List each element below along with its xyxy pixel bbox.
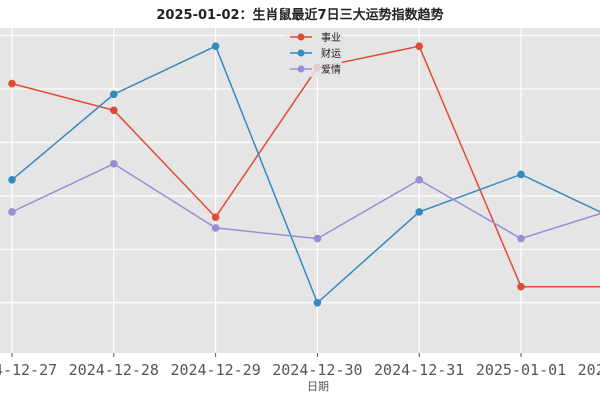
data-point — [313, 298, 322, 307]
plot-area — [0, 28, 600, 353]
data-point — [8, 208, 16, 216]
legend-label: 财运 — [321, 47, 341, 60]
x-axis-label: 日期 — [307, 380, 329, 393]
data-point — [517, 282, 525, 291]
x-tick-label: 2024-12-27 — [0, 361, 57, 379]
legend-label: 事业 — [321, 31, 341, 44]
x-tick-label: 2024-12-29 — [170, 361, 260, 379]
data-point — [415, 176, 424, 184]
data-point — [211, 42, 220, 50]
legend-marker — [297, 33, 305, 41]
series-2 — [8, 159, 600, 243]
legend-marker — [297, 65, 305, 73]
legend-marker — [297, 49, 305, 57]
data-point — [110, 90, 118, 99]
data-point — [110, 159, 118, 168]
data-point — [8, 79, 16, 88]
x-tick-label: 2025-01-02 — [578, 361, 600, 379]
data-point — [211, 213, 220, 222]
series-1 — [8, 42, 600, 307]
data-point — [415, 42, 424, 50]
x-tick-label: 2024-12-28 — [69, 361, 159, 379]
x-tick-label: 2025-01-01 — [476, 361, 566, 379]
data-point — [211, 224, 220, 232]
data-point — [313, 234, 322, 243]
chart-title: 2025-01-02：生肖鼠最近7日三大运势指数趋势 — [156, 7, 443, 23]
data-point — [110, 106, 118, 115]
x-tick-label: 2024-12-30 — [272, 361, 362, 379]
legend-label: 爱情 — [321, 63, 341, 76]
data-point — [517, 170, 525, 179]
data-point — [415, 208, 424, 216]
x-tick-label: 2024-12-31 — [374, 361, 464, 379]
data-point — [8, 176, 16, 184]
data-point — [517, 234, 525, 243]
